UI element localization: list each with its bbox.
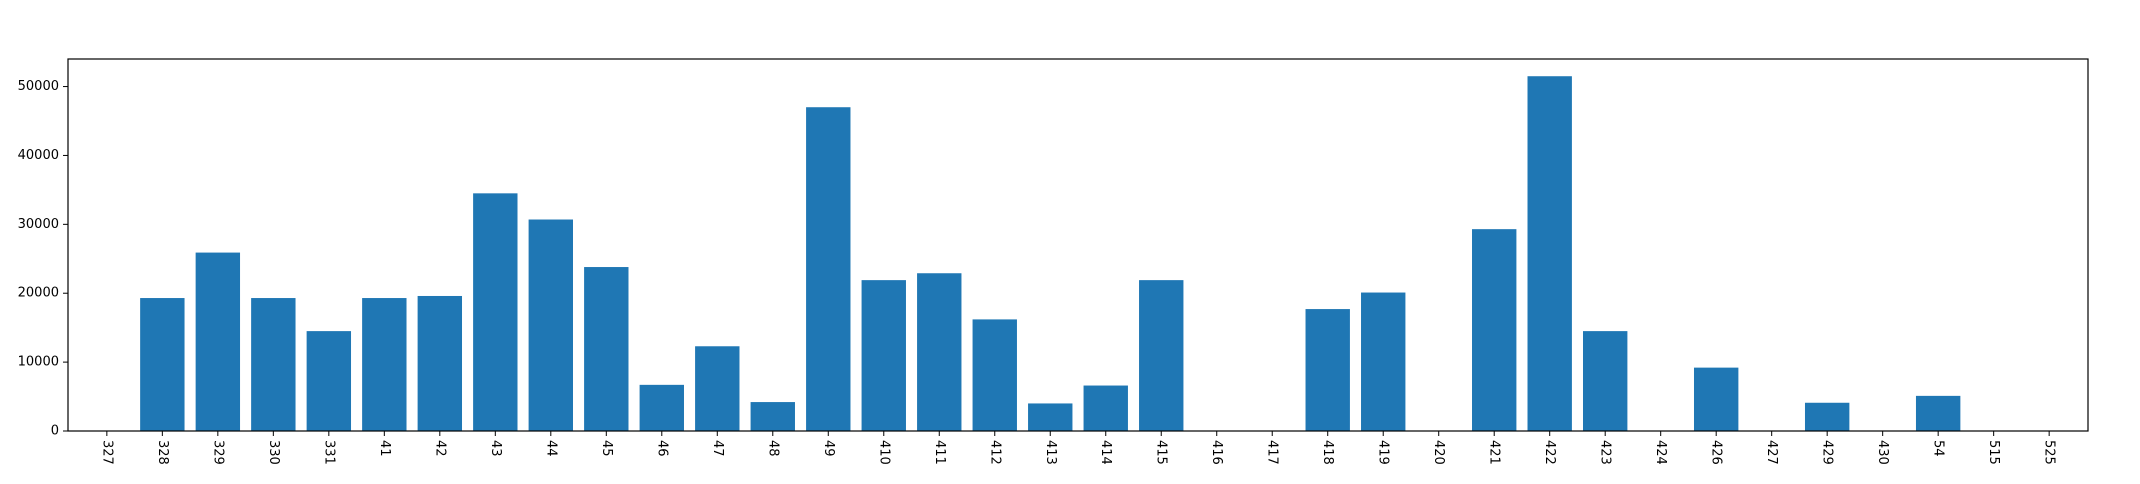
bar-419 bbox=[1361, 292, 1406, 431]
bar-329 bbox=[195, 252, 241, 431]
x-tick-label: 330 bbox=[266, 440, 281, 465]
bar-411 bbox=[917, 273, 962, 431]
bar-331 bbox=[306, 331, 352, 431]
bar-418 bbox=[1305, 309, 1350, 431]
bar-328 bbox=[140, 298, 185, 431]
x-tick-label: 417 bbox=[1265, 440, 1280, 465]
x-tick-label: 46 bbox=[654, 440, 669, 457]
x-tick-label: 48 bbox=[765, 440, 780, 457]
bar-54 bbox=[1915, 395, 1961, 431]
bar-426 bbox=[1693, 367, 1739, 431]
x-tick-label: 427 bbox=[1764, 440, 1779, 465]
x-tick-label: 45 bbox=[599, 440, 614, 457]
x-tick-label: 54 bbox=[1931, 440, 1946, 457]
bar-429 bbox=[1804, 402, 1850, 431]
bars-layer bbox=[140, 76, 1961, 431]
bar-46 bbox=[639, 384, 684, 431]
x-tick-label: 412 bbox=[987, 440, 1002, 465]
x-tick-label: 420 bbox=[1431, 440, 1446, 465]
bar-45 bbox=[584, 267, 629, 431]
x-tick-label: 327 bbox=[99, 440, 114, 465]
bar-47 bbox=[695, 346, 740, 431]
bar-421 bbox=[1472, 229, 1517, 431]
x-tick-label: 426 bbox=[1709, 440, 1724, 465]
x-tick-label: 49 bbox=[821, 440, 836, 457]
x-tick-label: 413 bbox=[1043, 440, 1058, 465]
x-tick-label: 429 bbox=[1820, 440, 1835, 465]
x-tick-label: 41 bbox=[377, 440, 392, 457]
y-tick-label: 10000 bbox=[18, 355, 59, 370]
bar-44 bbox=[528, 219, 573, 431]
x-tick-label: 414 bbox=[1098, 440, 1113, 465]
x-tick-label: 525 bbox=[2042, 440, 2057, 465]
bar-423 bbox=[1583, 331, 1628, 431]
y-tick-label: 50000 bbox=[18, 79, 59, 94]
x-tick-label: 418 bbox=[1320, 440, 1335, 465]
x-tick-label: 44 bbox=[543, 440, 558, 457]
x-tick-label: 47 bbox=[710, 440, 725, 457]
x-tick-label: 416 bbox=[1209, 440, 1224, 465]
x-tick-label: 411 bbox=[932, 440, 947, 465]
x-tick-label: 329 bbox=[210, 440, 225, 465]
bar-49 bbox=[806, 107, 851, 431]
x-tick-label: 328 bbox=[155, 440, 170, 465]
y-tick-label: 0 bbox=[51, 424, 59, 439]
x-tick-label: 415 bbox=[1154, 440, 1169, 465]
bar-41 bbox=[362, 298, 407, 431]
x-axis: 327 328 329 330 331 41 42 43 44 45 46 47 48 49 410 411 4… bbox=[99, 431, 2057, 465]
bar-42 bbox=[417, 295, 463, 431]
y-tick-label: 30000 bbox=[18, 217, 59, 232]
bar-422 bbox=[1527, 76, 1572, 431]
y-tick-label: 40000 bbox=[18, 148, 59, 163]
x-tick-label: 410 bbox=[876, 440, 891, 465]
x-tick-label: 43 bbox=[488, 440, 503, 457]
y-axis: 0 10000 20000 30000 40000 50000 bbox=[18, 79, 68, 439]
bar-412 bbox=[972, 319, 1017, 431]
x-tick-label: 424 bbox=[1653, 440, 1668, 465]
x-tick-label: 423 bbox=[1598, 440, 1613, 465]
bar-48 bbox=[750, 402, 795, 431]
bar-330 bbox=[251, 298, 296, 431]
bar-414 bbox=[1083, 385, 1128, 431]
plot-frame bbox=[67, 58, 2089, 432]
bar-43 bbox=[473, 193, 518, 431]
x-tick-label: 419 bbox=[1376, 440, 1391, 465]
x-tick-label: 331 bbox=[321, 440, 336, 465]
bar-410 bbox=[861, 280, 906, 431]
y-tick-label: 20000 bbox=[18, 286, 59, 301]
bar-415 bbox=[1139, 280, 1184, 431]
x-tick-label: 422 bbox=[1542, 440, 1557, 465]
x-tick-label: 430 bbox=[1875, 440, 1890, 465]
bar-413 bbox=[1028, 403, 1073, 431]
x-tick-label: 421 bbox=[1487, 440, 1502, 465]
x-tick-label: 515 bbox=[1986, 440, 2001, 465]
x-tick-label: 42 bbox=[432, 440, 447, 457]
